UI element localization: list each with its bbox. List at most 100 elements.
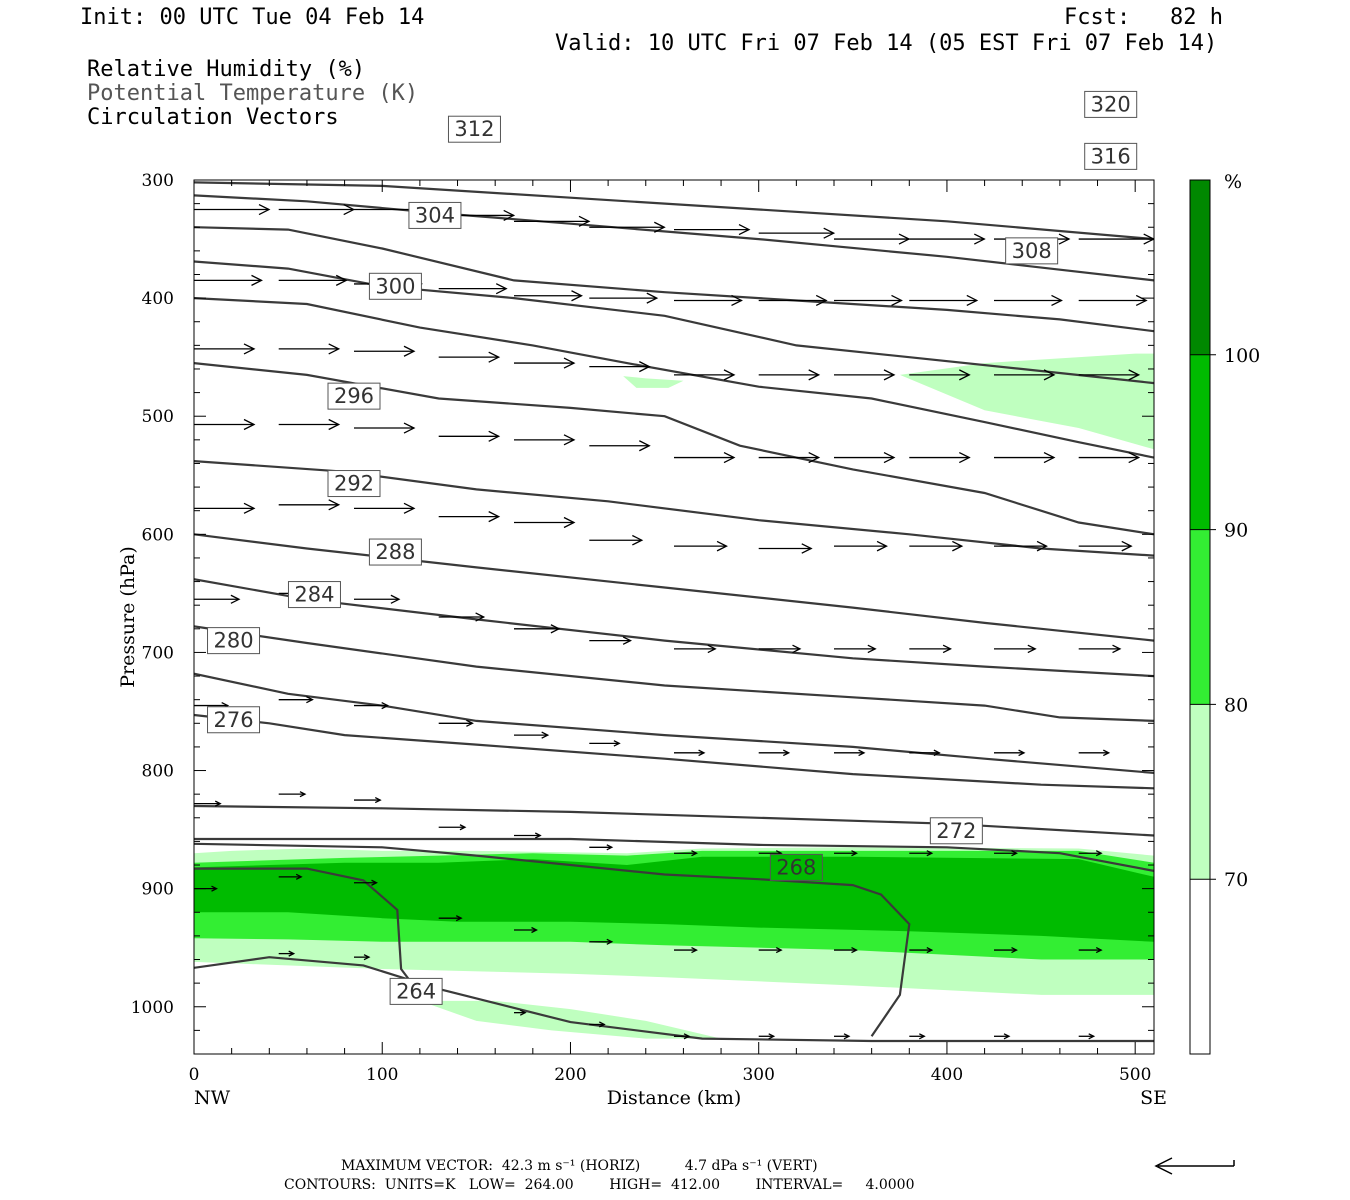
circulation-vector <box>674 850 698 857</box>
colorbar-segment <box>1190 879 1210 1054</box>
circulation-vector <box>354 796 382 804</box>
vector-head <box>534 832 542 839</box>
circulation-vector <box>278 203 356 216</box>
circulation-vector <box>589 1021 606 1028</box>
circulation-vector <box>194 594 241 604</box>
contour-label-280: 280 <box>213 629 253 653</box>
circulation-vector <box>674 644 717 654</box>
circulation-vector <box>758 1033 776 1040</box>
vector-head <box>390 594 401 604</box>
theta-contour-308 <box>194 260 1154 385</box>
vector-head <box>328 418 341 431</box>
vector-head <box>808 451 821 464</box>
circulation-vector <box>909 540 964 552</box>
vector-head <box>1088 1033 1096 1040</box>
vector-head <box>639 440 651 452</box>
circulation-vector <box>194 418 256 431</box>
vector-head <box>691 946 698 954</box>
axes: 300 400 500 600 700 800 900 1000 0 100 200 300 400 50… <box>117 171 1167 1109</box>
colorbar-label: 80 <box>1224 694 1248 716</box>
colorbar-label: 90 <box>1224 520 1248 542</box>
vector-head <box>606 844 614 851</box>
circulation-vector <box>1078 850 1103 857</box>
circulation-vector <box>834 369 896 381</box>
vector-head <box>768 1033 776 1040</box>
vector-head <box>306 696 314 704</box>
vector-head <box>1135 294 1148 307</box>
contour-label-box <box>207 706 261 734</box>
contour-label-264: 264 <box>396 979 436 1003</box>
vector-head <box>1011 946 1018 954</box>
circulation-vector <box>589 740 621 747</box>
vector-head <box>519 1009 527 1016</box>
vector-head <box>926 946 934 954</box>
vector-head <box>974 233 986 245</box>
theta-contour-264 <box>194 956 1154 1043</box>
circulation-vector <box>278 343 341 355</box>
circulation-vector <box>1078 540 1133 552</box>
contour-label-276: 276 <box>213 708 253 732</box>
circulation-vector <box>194 203 271 216</box>
vector-head <box>211 885 218 892</box>
circulation-vector <box>438 915 463 922</box>
circulation-vector <box>834 644 877 654</box>
circulation-vector <box>354 345 416 357</box>
vector-head <box>243 502 256 514</box>
vector-head <box>898 233 911 245</box>
circulation-vector <box>834 1033 851 1040</box>
vector-head <box>808 369 821 381</box>
vector-head <box>563 516 576 529</box>
vector-head <box>1121 540 1133 552</box>
theta-contour <box>194 804 1154 837</box>
vector-head <box>363 954 371 961</box>
colorbar-label: 70 <box>1224 869 1248 891</box>
circulation-vector <box>994 946 1018 954</box>
vector-head <box>1003 1033 1011 1040</box>
circulation-vector <box>438 719 474 727</box>
contour-label-box <box>769 853 823 881</box>
contours-note: CONTOURS: UNITS=K LOW= 264.00 HIGH= 412.… <box>284 1177 915 1193</box>
circulation-vector <box>354 422 416 434</box>
circulation-vector <box>1078 1033 1096 1040</box>
circulation-vector <box>758 644 802 654</box>
circulation-vector <box>909 749 941 757</box>
circulation-vector <box>758 543 813 554</box>
circulation-vector <box>194 502 256 514</box>
vector-head <box>867 644 877 654</box>
circulation-vector <box>354 594 401 604</box>
vector-head <box>959 369 971 381</box>
vector-head <box>942 644 952 654</box>
circulation-vector <box>589 534 644 546</box>
contour-label-300: 300 <box>375 274 415 298</box>
y-tick-label: 700 <box>142 643 174 663</box>
vector-head <box>335 274 348 286</box>
circulation-vector <box>1078 749 1111 757</box>
circulation-vector <box>834 540 888 552</box>
vector-head <box>1051 294 1063 307</box>
circulation-vector <box>994 540 1048 552</box>
theta-contour-284 <box>194 625 1154 722</box>
vector-head <box>403 422 416 434</box>
contour-label-268: 268 <box>776 855 816 879</box>
vector-head <box>475 612 486 622</box>
circulation-vector <box>909 946 934 954</box>
colorbar-segment <box>1190 354 1210 530</box>
circulation-vector <box>589 440 651 452</box>
circulation-vector <box>589 361 651 373</box>
theta-contour-320 <box>194 181 1154 241</box>
x-tick-label: 200 <box>554 1065 586 1085</box>
vector-head <box>1112 644 1122 654</box>
vector-head <box>691 850 698 857</box>
rh-70-80-region <box>623 376 684 388</box>
circulation-vector <box>994 644 1037 654</box>
vector-head <box>698 749 706 757</box>
circulation-vector <box>438 824 467 831</box>
vector-head <box>599 1021 606 1028</box>
vector-head <box>258 203 271 216</box>
vector-head <box>503 209 516 222</box>
circulation-vector <box>909 1033 926 1040</box>
circulation-vector <box>674 451 736 464</box>
vector-head <box>851 850 858 857</box>
vector-head <box>919 1033 926 1040</box>
contour-label-box <box>389 977 443 1005</box>
